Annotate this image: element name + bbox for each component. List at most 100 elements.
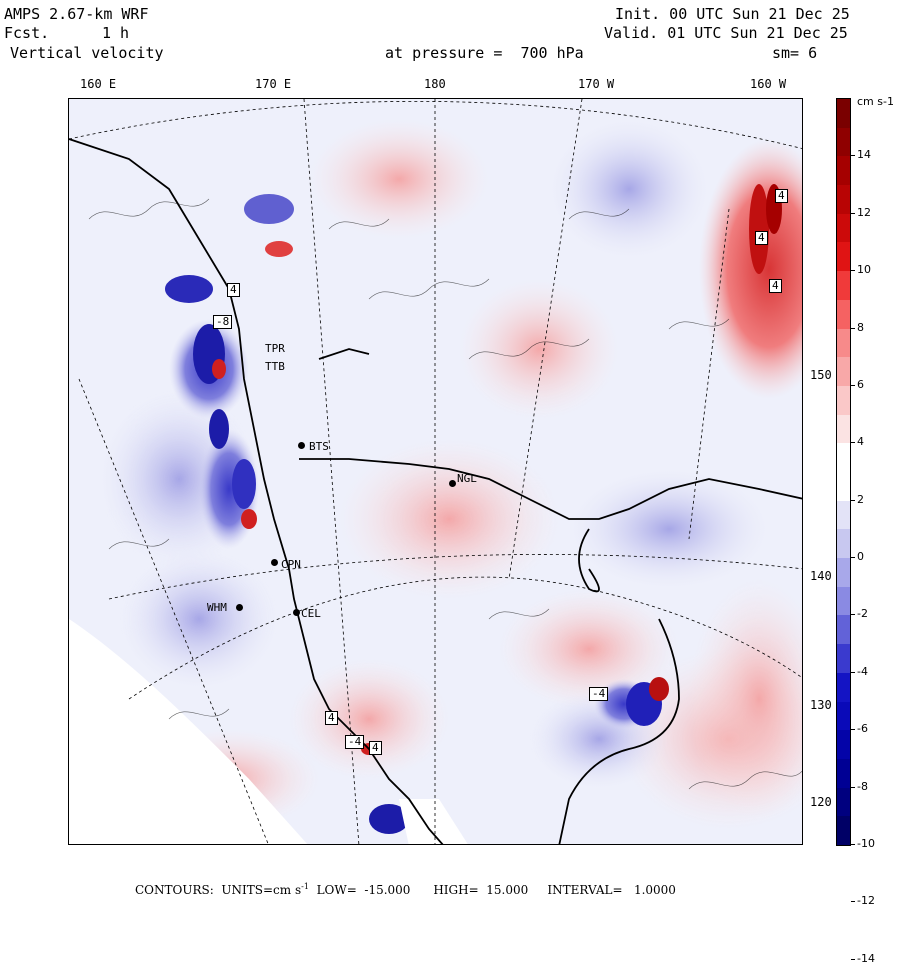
colorbar-segment	[837, 529, 850, 559]
station-cel: CEL	[301, 607, 321, 620]
contour-label: -8	[213, 315, 233, 329]
contour-lines	[88, 198, 802, 790]
station-marker	[449, 480, 456, 487]
station-ngl: NGL	[457, 472, 477, 485]
colorbar-segment	[837, 816, 850, 846]
contour-label: 4	[755, 231, 768, 245]
colorbar-segment	[837, 127, 850, 157]
colorbar-segment	[837, 385, 850, 416]
colorbar-segment	[837, 644, 850, 674]
forecast-label: Fcst.	[4, 24, 50, 42]
station-tpr: TPR	[265, 342, 285, 355]
lon-tick-170e: 170 E	[255, 77, 292, 91]
colorbar-tick	[851, 901, 855, 903]
colorbar-tick	[851, 729, 855, 731]
colorbar-label: 12	[857, 205, 871, 219]
contours-label: CONTOURS:	[135, 883, 214, 897]
graticule	[69, 99, 802, 844]
no-data-region	[69, 619, 308, 844]
colorbar-segment	[837, 730, 850, 760]
colorbar-tick	[851, 786, 855, 788]
colorbar-label: -6	[857, 722, 868, 736]
field-name: Vertical velocity	[10, 44, 164, 62]
positive-velocity-areas	[139, 119, 802, 829]
colorbar-label: -2	[857, 607, 868, 621]
colorbar-label: -4	[857, 664, 868, 678]
smoothing: sm= 6	[772, 44, 818, 62]
contour-label: -4	[345, 735, 365, 749]
colorbar-segment	[837, 213, 850, 243]
colorbar-label: -10	[857, 837, 875, 850]
colorbar-segment	[837, 357, 850, 387]
colorbar-label: 0	[857, 550, 864, 564]
station-cpn: CPN	[281, 558, 301, 571]
colorbar-segment	[837, 472, 850, 502]
colorbar-tick	[851, 614, 855, 616]
coastline	[69, 138, 802, 844]
contour-label: 4	[769, 279, 782, 293]
colorbar-label: 8	[857, 320, 864, 334]
station-whm: WHM	[207, 601, 227, 614]
low-value: LOW= -15.000	[316, 883, 411, 897]
colorbar-segment	[837, 787, 850, 817]
colorbar-segment	[837, 414, 850, 444]
vertical-velocity-map[interactable]: BTS NGL CPN WHM CEL TPR TTB 4 4 4 4 -4 -…	[68, 98, 803, 845]
colorbar-label: -12	[857, 894, 875, 908]
init-time: Init. 00 UTC Sun 21 Dec 25	[615, 5, 850, 23]
colorbar-label: -8	[857, 779, 868, 793]
contour-label: 4	[227, 283, 240, 297]
interval-value: INTERVAL= 1.0000	[547, 883, 676, 897]
colorbar-segment	[837, 156, 850, 186]
colorbar-tick	[851, 270, 855, 272]
colorbar-tick	[851, 442, 855, 444]
high-value: HIGH= 15.000	[433, 883, 529, 897]
contour-label: 4	[325, 711, 338, 725]
lon-tick-160e: 160 E	[80, 77, 117, 91]
colorbar-segment	[837, 185, 850, 215]
colorbar-tick	[851, 212, 855, 214]
station-marker	[271, 559, 278, 566]
valid-time: Valid. 01 UTC Sun 21 Dec 25	[604, 24, 848, 42]
contour-label: 4	[775, 189, 788, 203]
colorbar-tick	[851, 499, 855, 501]
contour-info: CONTOURS: UNITS=cm s-1 LOW= -15.000 HIGH…	[135, 880, 676, 897]
colorbar-segment	[837, 271, 850, 301]
colorbar-segment	[837, 586, 850, 616]
colorbar-segment	[837, 615, 850, 645]
colorbar-segment	[837, 99, 850, 129]
colorbar-tick	[851, 958, 855, 960]
pressure-level: at pressure = 700 hPa	[385, 44, 584, 62]
contour-label: -4	[589, 687, 609, 701]
station-ttb: TTB	[265, 360, 285, 373]
colorbar-label: -14	[857, 951, 875, 965]
units-exponent: -1	[301, 882, 309, 891]
colorbar	[836, 98, 851, 846]
lon-tick-160w: 160 W	[750, 77, 787, 91]
colorbar-tick	[851, 384, 855, 386]
units-label: UNITS=cm s	[221, 883, 302, 897]
station-marker	[236, 604, 243, 611]
colorbar-segment	[837, 672, 850, 703]
colorbar-label: 4	[857, 435, 864, 449]
colorbar-tick	[851, 155, 855, 157]
colorbar-segment	[837, 701, 850, 731]
colorbar-segment	[837, 758, 850, 789]
map-canvas	[69, 99, 802, 844]
orographic-cells	[165, 184, 782, 834]
colorbar-tick	[851, 671, 855, 673]
colorbar-segment	[837, 299, 850, 330]
station-marker	[298, 442, 305, 449]
lon-tick-170w: 170 W	[578, 77, 615, 91]
colorbar-tick	[851, 844, 855, 845]
colorbar-label: 10	[857, 263, 871, 277]
colorbar-units: cm s-1	[857, 96, 894, 108]
forecast-hour: 1 h	[102, 24, 130, 42]
lon-tick-180: 180	[424, 77, 446, 91]
station-marker	[293, 609, 300, 616]
colorbar-segment	[837, 328, 850, 358]
model-title: AMPS 2.67-km WRF	[4, 5, 149, 23]
colorbar-label: 6	[857, 377, 864, 391]
colorbar-label: 14	[857, 148, 871, 162]
colorbar-segment	[837, 558, 850, 588]
colorbar-tick	[851, 557, 855, 559]
